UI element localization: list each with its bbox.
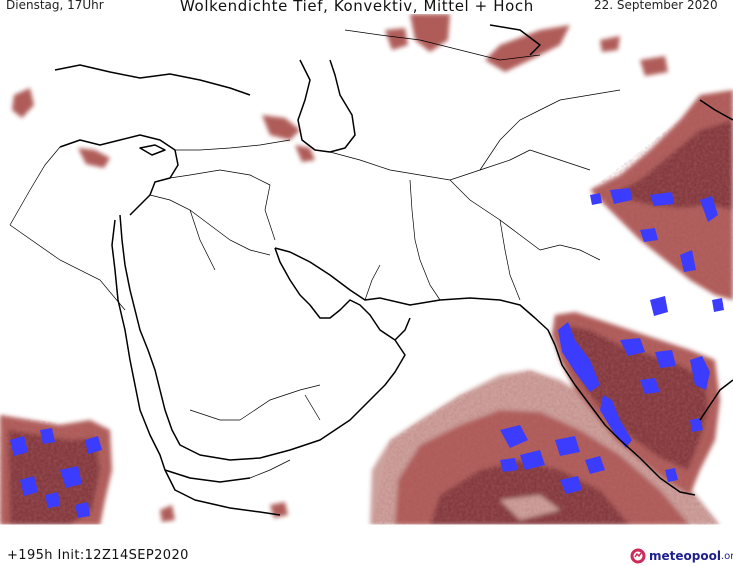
logo-text: meteopool [649,549,721,563]
forecast-run-info: +195h Init:12Z14SEP2020 [7,548,189,563]
coastlines [54,24,733,516]
meteopool-logo-icon [630,548,646,564]
convective-cells [10,188,724,518]
cloud-texture [0,90,733,525]
map-title: Wolkendichte Tief, Konvektiv, Mittel + H… [180,0,534,15]
valid-date-label: 22. September 2020 [594,0,718,12]
country-borders [9,29,621,479]
valid-time-label: Dienstag, 17Uhr [6,0,104,12]
logo-suffix: .org [720,550,733,562]
meteopool-logo[interactable]: meteopool .org [630,546,733,566]
